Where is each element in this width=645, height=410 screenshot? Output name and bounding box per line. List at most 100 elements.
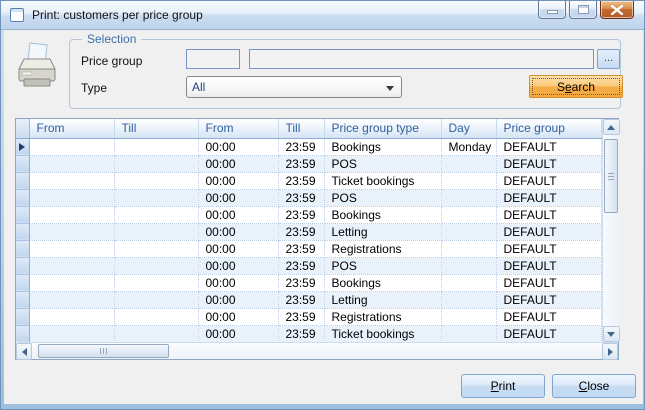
cell-from2[interactable]: 00:00	[198, 240, 279, 258]
grid-header-till2[interactable]: Till	[278, 119, 325, 139]
cell-from2[interactable]: 00:00	[198, 138, 279, 156]
table-row[interactable]: 00:00 23:59 Ticket bookings DEFAULT	[16, 172, 602, 190]
vscroll-down-button[interactable]	[602, 326, 620, 342]
cell-price-group[interactable]: DEFAULT	[496, 291, 602, 309]
table-row[interactable]: 00:00 23:59 POS DEFAULT	[16, 189, 602, 207]
hscroll-left-button[interactable]	[16, 343, 32, 360]
cell-till1[interactable]	[114, 206, 199, 224]
vscroll-thumb[interactable]	[603, 139, 618, 213]
cell-till2[interactable]: 23:59	[278, 155, 325, 173]
cell-till1[interactable]	[114, 308, 199, 326]
cell-from1[interactable]	[29, 206, 115, 224]
table-row[interactable]: 00:00 23:59 Bookings DEFAULT	[16, 206, 602, 224]
cell-from2[interactable]: 00:00	[198, 206, 279, 224]
cell-day[interactable]	[441, 155, 497, 173]
cell-from2[interactable]: 00:00	[198, 257, 279, 275]
cell-day[interactable]	[441, 308, 497, 326]
cell-price-group-type[interactable]: POS	[324, 189, 442, 207]
cell-till2[interactable]: 23:59	[278, 325, 325, 343]
cell-price-group-type[interactable]: Bookings	[324, 274, 442, 292]
cell-till1[interactable]	[114, 325, 199, 343]
cell-from1[interactable]	[29, 189, 115, 207]
cell-till2[interactable]: 23:59	[278, 240, 325, 258]
cell-from2[interactable]: 00:00	[198, 155, 279, 173]
grid-header-price-group[interactable]: Price group	[496, 119, 602, 139]
cell-price-group[interactable]: DEFAULT	[496, 274, 602, 292]
grid-header-day[interactable]: Day	[441, 119, 497, 139]
cell-from2[interactable]: 00:00	[198, 308, 279, 326]
close-button[interactable]: Close	[552, 374, 636, 398]
row-selector-cell[interactable]	[16, 325, 30, 343]
cell-from1[interactable]	[29, 325, 115, 343]
cell-till2[interactable]: 23:59	[278, 223, 325, 241]
cell-price-group[interactable]: DEFAULT	[496, 325, 602, 343]
cell-from1[interactable]	[29, 240, 115, 258]
close-window-button[interactable]	[600, 1, 634, 19]
price-group-name-input[interactable]	[249, 49, 594, 69]
cell-from1[interactable]	[29, 291, 115, 309]
cell-from1[interactable]	[29, 308, 115, 326]
print-button[interactable]: Print	[461, 374, 545, 398]
row-selector-cell[interactable]	[16, 274, 30, 292]
cell-from1[interactable]	[29, 155, 115, 173]
table-row[interactable]: 00:00 23:59 Registrations DEFAULT	[16, 308, 602, 326]
cell-price-group[interactable]: DEFAULT	[496, 189, 602, 207]
cell-price-group-type[interactable]: POS	[324, 155, 442, 173]
price-group-code-input[interactable]	[186, 49, 240, 69]
cell-price-group[interactable]: DEFAULT	[496, 155, 602, 173]
cell-day[interactable]	[441, 325, 497, 343]
cell-till2[interactable]: 23:59	[278, 172, 325, 190]
cell-till2[interactable]: 23:59	[278, 291, 325, 309]
cell-price-group-type[interactable]: Letting	[324, 291, 442, 309]
row-selector-cell[interactable]	[16, 308, 30, 326]
horizontal-scrollbar[interactable]	[16, 342, 618, 360]
cell-till2[interactable]: 23:59	[278, 274, 325, 292]
row-selector-cell[interactable]	[16, 257, 30, 275]
cell-till1[interactable]	[114, 274, 199, 292]
cell-till2[interactable]: 23:59	[278, 308, 325, 326]
row-selector-cell[interactable]	[16, 189, 30, 207]
row-selector-cell[interactable]	[16, 206, 30, 224]
hscroll-thumb[interactable]	[38, 344, 169, 358]
table-row[interactable]: 00:00 23:59 Ticket bookings DEFAULT	[16, 325, 602, 343]
grid-header-price-group-type[interactable]: Price group type	[324, 119, 442, 139]
cell-till1[interactable]	[114, 223, 199, 241]
cell-price-group[interactable]: DEFAULT	[496, 138, 602, 156]
grid-header-from1[interactable]: From	[29, 119, 115, 139]
cell-till2[interactable]: 23:59	[278, 189, 325, 207]
cell-price-group[interactable]: DEFAULT	[496, 240, 602, 258]
search-button[interactable]: Search	[529, 75, 623, 98]
cell-day[interactable]	[441, 257, 497, 275]
row-selector-cell[interactable]	[16, 172, 30, 190]
cell-till1[interactable]	[114, 172, 199, 190]
grid-header-till1[interactable]: Till	[114, 119, 199, 139]
table-row[interactable]: 00:00 23:59 Letting DEFAULT	[16, 291, 602, 309]
table-row[interactable]: 00:00 23:59 Bookings Monday DEFAULT	[16, 138, 602, 156]
cell-from1[interactable]	[29, 138, 115, 156]
cell-till2[interactable]: 23:59	[278, 257, 325, 275]
cell-price-group-type[interactable]: POS	[324, 257, 442, 275]
price-group-browse-button[interactable]: ...	[597, 49, 620, 69]
cell-from2[interactable]: 00:00	[198, 325, 279, 343]
cell-price-group-type[interactable]: Ticket bookings	[324, 325, 442, 343]
cell-till2[interactable]: 23:59	[278, 138, 325, 156]
cell-from2[interactable]: 00:00	[198, 223, 279, 241]
cell-day[interactable]	[441, 206, 497, 224]
maximize-button[interactable]	[569, 1, 597, 19]
row-selector-cell[interactable]	[16, 291, 30, 309]
row-selector-cell[interactable]	[16, 155, 30, 173]
cell-price-group[interactable]: DEFAULT	[496, 308, 602, 326]
cell-day[interactable]	[441, 189, 497, 207]
table-row[interactable]: 00:00 23:59 Registrations DEFAULT	[16, 240, 602, 258]
cell-till1[interactable]	[114, 291, 199, 309]
cell-from1[interactable]	[29, 257, 115, 275]
cell-from1[interactable]	[29, 223, 115, 241]
cell-from2[interactable]: 00:00	[198, 274, 279, 292]
cell-till1[interactable]	[114, 257, 199, 275]
cell-till2[interactable]: 23:59	[278, 206, 325, 224]
cell-from2[interactable]: 00:00	[198, 189, 279, 207]
hscroll-right-button[interactable]	[602, 343, 618, 360]
grid-header-from2[interactable]: From	[198, 119, 279, 139]
cell-from2[interactable]: 00:00	[198, 172, 279, 190]
cell-till1[interactable]	[114, 138, 199, 156]
